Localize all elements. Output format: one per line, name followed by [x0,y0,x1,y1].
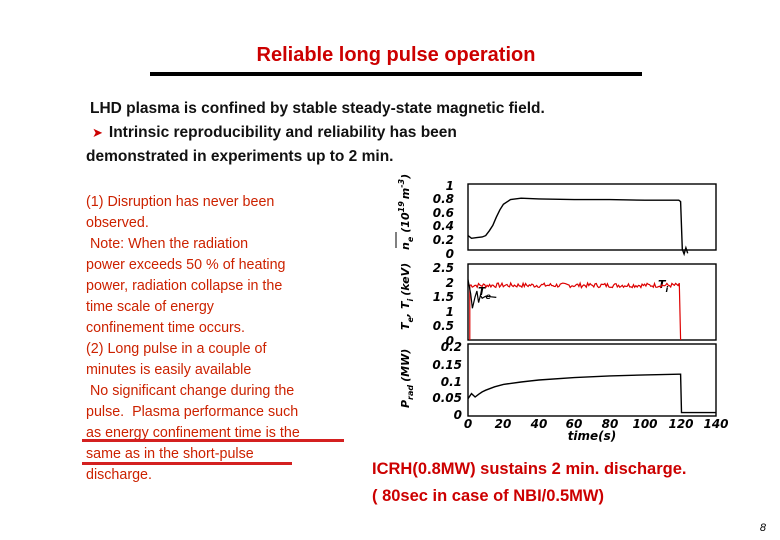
intro-line-2-text: Intrinsic reproducibility and reliabilit… [108,124,457,141]
left-line: power, radiation collapse in the [86,278,283,294]
x-tick: 140 [703,417,728,431]
x-tick: 80 [602,417,619,431]
y-axis-label-temperature: Te, Ti(keV) [399,263,415,330]
left-line: time scale of energy [86,299,214,315]
left-line: (2) Long pulse in a couple of [86,341,267,357]
intro-line-2: ➤ Intrinsic reproducibility and reliabili… [92,124,457,142]
intro-line-3: demonstrated in experiments up to 2 min. [86,148,394,165]
panel-frame [467,343,717,417]
left-line: confinement time occurs. [86,320,245,336]
caption-line-1: ICRH(0.8MW) sustains 2 min. discharge. [372,460,687,478]
left-line: minutes is easily available [86,362,252,378]
x-tick: 40 [530,417,548,431]
y-axis-label-density: ne(1019m-3) [397,174,415,250]
x-tick: 100 [632,417,657,431]
left-line: (1) Disruption has never been [86,194,275,210]
left-line: discharge. [86,467,152,483]
panel-frame [467,263,717,341]
y-tick: 0 [446,334,454,348]
caption-line-2: ( 80sec in case of NBI/0.5MW) [372,487,604,505]
x-tick: 60 [566,417,583,431]
left-line: observed. [86,215,149,231]
y-ticks-panel-1: 1 0.8 0.6 0.4 0.2 0 [433,179,454,261]
y-tick: 2.5 [433,261,454,275]
y-tick: 0.15 [432,358,462,372]
time-trace-chart: 1 0.8 0.6 0.4 0.2 0 2.5 2 1.5 1 0.5 0 0.… [395,174,729,443]
red-underline [82,462,292,465]
y-tick: 0 [446,247,454,261]
trace-density [467,197,689,257]
trace-electron-temperature [467,279,497,309]
y-tick: 1 [446,305,454,319]
right-arrow-icon: ➤ [92,125,103,140]
y-ticks-panel-3: 0.2 0.15 0.1 0.05 0 [432,340,462,422]
y-tick: 0 [454,408,462,422]
y-tick: 0.8 [433,192,454,206]
red-underline [82,439,344,442]
x-tick: 20 [495,417,512,431]
left-line: Note: When the radiation [86,236,249,252]
y-tick: 0.4 [433,219,454,233]
trace-radiated-power [467,373,716,414]
page-number: 8 [759,522,766,534]
y-tick: 0.6 [433,206,454,220]
y-tick: 1.5 [433,290,454,304]
y-tick: 0.1 [441,375,462,389]
title-underline [150,72,642,76]
slide-title: Reliable long pulse operation [256,44,536,66]
left-column-text: (1) Disruption has never been observed. … [86,192,348,486]
y-axis-label-radiation: Prad(MW) [399,349,415,408]
y-tick: 1 [446,179,454,193]
left-line: power exceeds 50 % of heating [86,257,286,273]
y-tick: 0.2 [433,233,454,247]
y-ticks-panel-2: 2.5 2 1.5 1 0.5 0 [433,261,454,348]
left-line: as energy confinement time is the [86,425,300,441]
panel-frame [467,183,717,251]
x-ticks: 0 20 40 60 80 100 120 140 [464,417,729,431]
intro-line-1: LHD plasma is confined by stable steady-… [90,100,545,117]
y-tick: 0.2 [441,340,462,354]
trace-ion-temperature [469,281,682,341]
x-axis-label: time(s) [568,429,617,443]
y-tick: 0.05 [432,391,462,405]
left-line: same as in the short-pulse [86,446,254,462]
y-tick: 0.5 [433,319,454,333]
left-line: pulse. Plasma performance such [86,404,299,420]
x-tick: 120 [668,417,693,431]
y-tick: 2 [446,276,454,290]
left-line: No significant change during the [86,383,295,399]
x-tick: 0 [464,417,472,431]
